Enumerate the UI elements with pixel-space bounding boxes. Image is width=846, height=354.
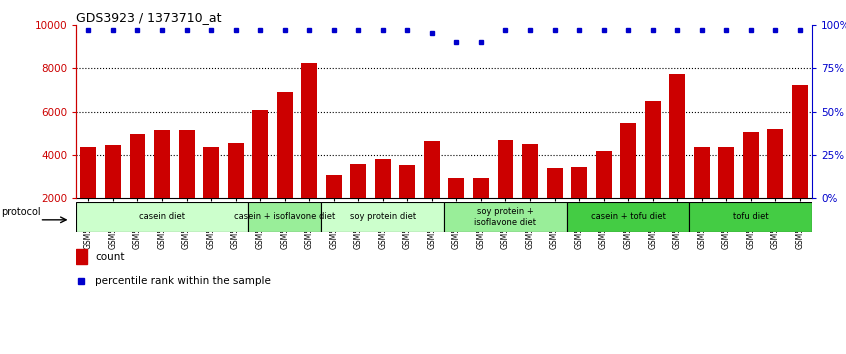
Text: casein + isoflavone diet: casein + isoflavone diet (234, 212, 335, 221)
Bar (248, 202, 321, 232)
Bar (645, 101, 661, 241)
Text: GDS3923 / 1373710_at: GDS3923 / 1373710_at (76, 11, 222, 24)
Bar (321, 202, 444, 232)
Bar (718, 147, 734, 241)
Text: casein + tofu diet: casein + tofu diet (591, 212, 666, 221)
Bar (694, 147, 710, 241)
Bar (444, 202, 567, 232)
Bar (424, 141, 440, 241)
Bar (203, 147, 219, 241)
Bar (473, 178, 489, 241)
Bar (620, 124, 636, 241)
Bar (277, 92, 293, 241)
Bar (596, 150, 612, 241)
Text: tofu diet: tofu diet (733, 212, 769, 221)
Bar (743, 132, 759, 241)
Text: protocol: protocol (2, 207, 41, 217)
Bar (547, 168, 563, 241)
Bar (105, 145, 121, 241)
Text: casein diet: casein diet (139, 212, 185, 221)
Bar (154, 130, 170, 241)
Bar (76, 249, 86, 264)
Bar (375, 159, 391, 241)
Bar (252, 110, 268, 241)
Bar (76, 202, 248, 232)
Bar (80, 147, 96, 241)
Bar (792, 86, 808, 241)
Bar (301, 63, 317, 241)
Bar (448, 178, 464, 241)
Bar (326, 176, 342, 241)
Bar (571, 167, 587, 241)
Bar (179, 130, 195, 241)
Bar (767, 129, 783, 241)
Bar (228, 143, 244, 241)
Text: soy protein diet: soy protein diet (349, 212, 416, 221)
Bar (129, 134, 146, 241)
Bar (522, 144, 538, 241)
Bar (669, 74, 685, 241)
Bar (689, 202, 812, 232)
Bar (399, 165, 415, 241)
Bar (350, 164, 366, 241)
Bar (567, 202, 689, 232)
Text: count: count (95, 252, 124, 262)
Text: percentile rank within the sample: percentile rank within the sample (95, 276, 271, 286)
Text: soy protein +
isoflavone diet: soy protein + isoflavone diet (475, 207, 536, 227)
Bar (497, 140, 514, 241)
